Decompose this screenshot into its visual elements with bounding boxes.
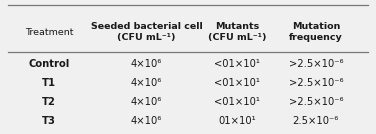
Text: >2.5×10⁻⁶: >2.5×10⁻⁶ [289,59,343,69]
Text: 4×10⁶: 4×10⁶ [131,97,162,107]
Text: 2.5×10⁻⁶: 2.5×10⁻⁶ [293,116,339,126]
Text: Mutation
frequency: Mutation frequency [289,22,343,42]
Text: T2: T2 [42,97,56,107]
Text: Treatment: Treatment [25,28,73,37]
Text: <01×10¹: <01×10¹ [214,78,260,88]
Text: T1: T1 [42,78,56,88]
Text: Seeded bacterial cell
(CFU mL⁻¹): Seeded bacterial cell (CFU mL⁻¹) [91,22,203,42]
Text: <01×10¹: <01×10¹ [214,59,260,69]
Text: >2.5×10⁻⁶: >2.5×10⁻⁶ [289,78,343,88]
Text: T3: T3 [42,116,56,126]
Text: 4×10⁶: 4×10⁶ [131,78,162,88]
Text: Mutants
(CFU mL⁻¹): Mutants (CFU mL⁻¹) [208,22,266,42]
Text: 01×10¹: 01×10¹ [218,116,256,126]
Text: 4×10⁶: 4×10⁶ [131,116,162,126]
Text: >2.5×10⁻⁶: >2.5×10⁻⁶ [289,97,343,107]
Text: 4×10⁶: 4×10⁶ [131,59,162,69]
Text: Control: Control [28,59,70,69]
Text: <01×10¹: <01×10¹ [214,97,260,107]
